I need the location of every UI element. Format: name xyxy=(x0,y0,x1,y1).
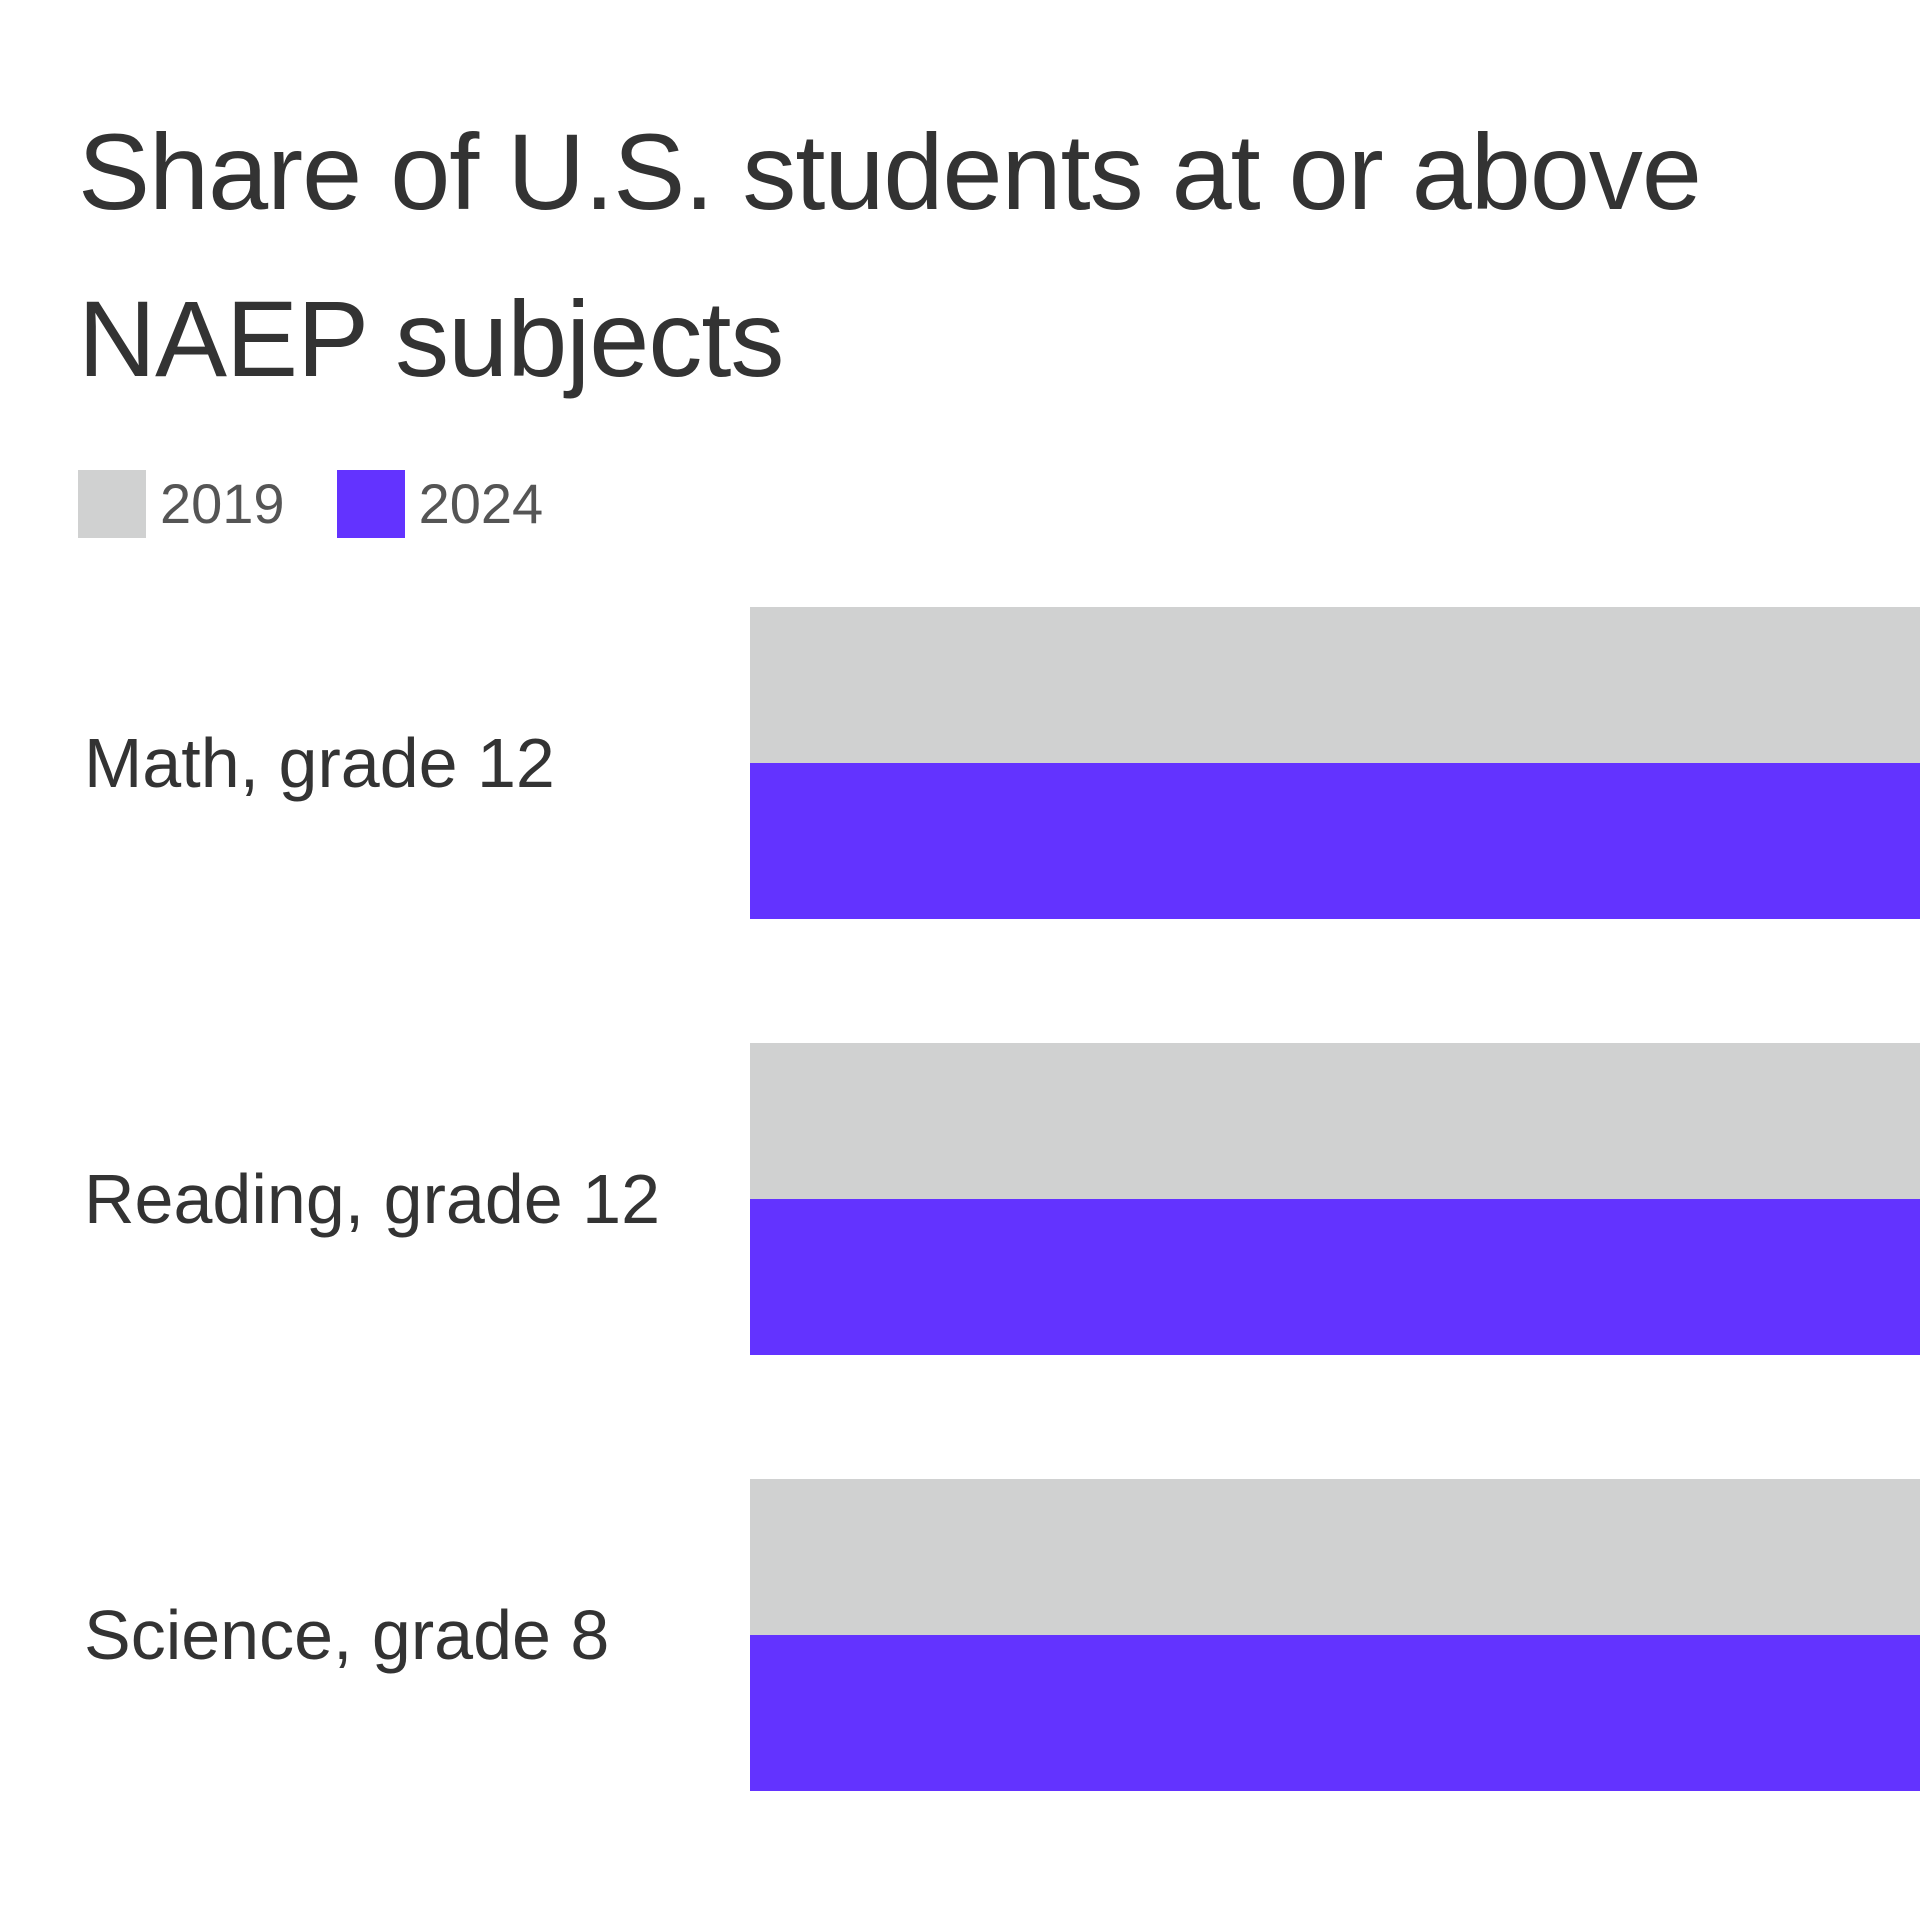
bar-2019-1 xyxy=(750,1043,1920,1199)
legend: 2019 2024 xyxy=(78,470,595,538)
chart-title: Share of U.S. students at or above NAEP … xyxy=(78,88,1920,422)
category-label-2: Science, grade 8 xyxy=(84,1596,609,1674)
legend-item-2019: 2019 xyxy=(78,470,285,538)
legend-item-2024: 2024 xyxy=(336,470,544,538)
bar-2024-1 xyxy=(750,1199,1920,1355)
bar-2024-2 xyxy=(750,1635,1920,1791)
bar-2024-0 xyxy=(750,763,1920,919)
chart-title-line-1: Share of U.S. students at or above xyxy=(78,111,1702,232)
chart-title-line-2: NAEP subjects xyxy=(78,278,784,399)
legend-label-2024: 2024 xyxy=(418,472,544,535)
legend-swatch-2024 xyxy=(336,470,405,538)
legend-swatch-2019 xyxy=(78,470,146,538)
bar-2019-2 xyxy=(750,1479,1920,1635)
category-label-0: Math, grade 12 xyxy=(84,724,555,802)
bar-2019-0 xyxy=(750,607,1920,763)
category-label-1: Reading, grade 12 xyxy=(84,1160,660,1238)
legend-label-2019: 2019 xyxy=(160,472,285,535)
